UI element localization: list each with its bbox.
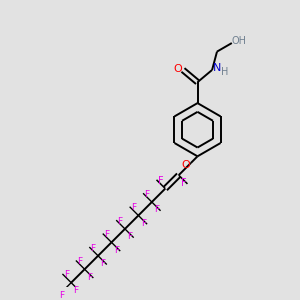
Text: O: O	[173, 64, 182, 74]
Text: F: F	[74, 286, 79, 295]
Text: N: N	[213, 63, 221, 73]
Text: F: F	[59, 291, 64, 300]
Text: H: H	[221, 67, 228, 77]
Text: F: F	[131, 203, 136, 212]
Text: F: F	[141, 219, 146, 228]
Text: F: F	[154, 205, 159, 214]
Text: F: F	[114, 246, 119, 255]
Text: F: F	[181, 178, 187, 188]
Text: F: F	[158, 176, 163, 186]
Text: F: F	[104, 230, 109, 239]
Text: F: F	[144, 190, 149, 199]
Text: F: F	[77, 257, 82, 266]
Text: O: O	[182, 160, 190, 170]
Text: F: F	[64, 270, 69, 279]
Text: F: F	[127, 232, 132, 241]
Text: F: F	[91, 244, 96, 253]
Text: OH: OH	[232, 36, 247, 46]
Text: F: F	[100, 259, 106, 268]
Text: F: F	[117, 217, 123, 226]
Text: F: F	[87, 272, 92, 281]
